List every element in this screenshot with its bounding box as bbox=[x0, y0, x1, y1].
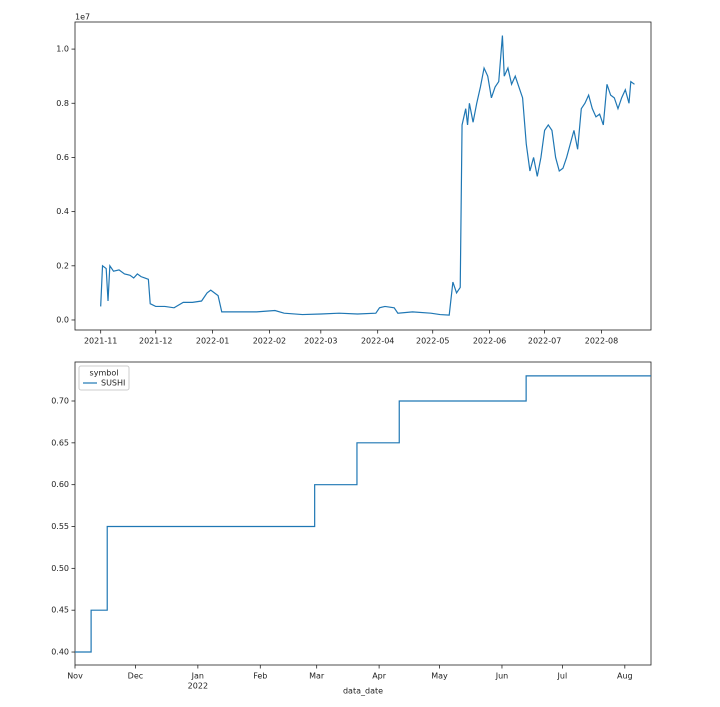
x-tick-label: 2022-05 bbox=[416, 337, 449, 346]
x-tick-label: Jul bbox=[557, 672, 568, 681]
y-tick-label: 0.45 bbox=[51, 606, 69, 615]
legend-box bbox=[78, 365, 130, 391]
x-tick-label: 2022-08 bbox=[585, 337, 618, 346]
x-tick-label: Apr bbox=[372, 672, 387, 681]
y-tick-label: 0.6 bbox=[56, 153, 69, 162]
x-tick-label: 2021-11 bbox=[84, 337, 117, 346]
y-tick-label: 0.60 bbox=[51, 480, 69, 489]
x-tick-label: 2022-03 bbox=[304, 337, 337, 346]
y-tick-label: 0.2 bbox=[56, 261, 69, 270]
x-tick-label: 2022-06 bbox=[473, 337, 506, 346]
x-tick-label: Jan bbox=[191, 672, 204, 681]
x-tick-label: 2022-01 bbox=[196, 337, 229, 346]
legend-title: symbol bbox=[90, 369, 119, 378]
x-tick-label: 2022-04 bbox=[361, 337, 394, 346]
y-tick-label: 0.0 bbox=[56, 315, 69, 324]
x-tick-label: Aug bbox=[617, 672, 633, 681]
y-tick-label: 0.40 bbox=[51, 648, 69, 657]
y-tick-label: 0.70 bbox=[51, 396, 69, 405]
data-line bbox=[100, 35, 635, 316]
y-offset-text: 1e7 bbox=[75, 13, 90, 22]
x-tick-label: Jun bbox=[495, 672, 509, 681]
y-tick-label: 0.55 bbox=[51, 522, 69, 531]
legend-label: SUSHI bbox=[101, 379, 125, 388]
x-tick-label: 2022-07 bbox=[528, 337, 561, 346]
x-year-label: 2022 bbox=[188, 682, 208, 691]
x-tick-label: Feb bbox=[253, 672, 267, 681]
y-tick-label: 0.50 bbox=[51, 564, 69, 573]
x-axis-label: data_date bbox=[343, 687, 383, 696]
x-tick-label: 2021-12 bbox=[139, 337, 172, 346]
axes-frame bbox=[74, 361, 652, 666]
y-tick-label: 0.65 bbox=[51, 438, 69, 447]
x-tick-label: Nov bbox=[67, 672, 83, 681]
axes-frame bbox=[74, 21, 652, 331]
y-tick-label: 0.8 bbox=[56, 99, 69, 108]
y-tick-label: 1.0 bbox=[56, 45, 69, 54]
x-tick-label: Dec bbox=[128, 672, 143, 681]
data-line bbox=[75, 375, 651, 653]
x-tick-label: Mar bbox=[309, 672, 325, 681]
x-tick-label: May bbox=[431, 672, 448, 681]
x-tick-label: 2022-02 bbox=[253, 337, 286, 346]
y-tick-label: 0.4 bbox=[56, 207, 69, 216]
